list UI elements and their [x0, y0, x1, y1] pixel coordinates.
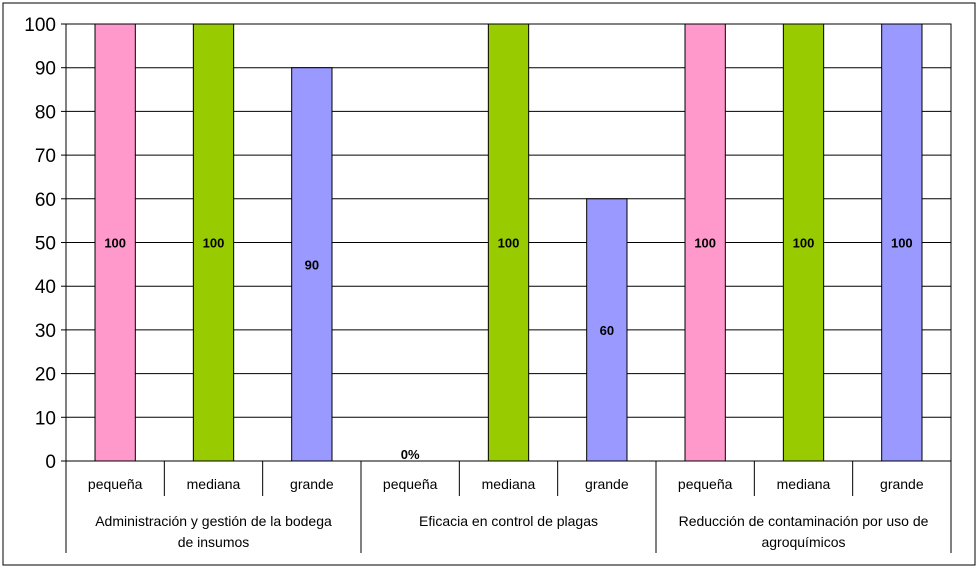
bar — [684, 23, 726, 462]
data-label: 90 — [305, 257, 319, 272]
x-group-label: de insumos — [178, 534, 250, 550]
data-label: 0% — [401, 447, 420, 462]
x-category-label: mediana — [482, 476, 536, 492]
data-label: 100 — [793, 236, 815, 251]
bar — [881, 23, 923, 462]
x-group-label: Reducción de contaminación por uso de — [679, 513, 929, 529]
y-tick-label: 80 — [35, 102, 56, 123]
data-label: 100 — [891, 236, 913, 251]
data-label: 60 — [600, 323, 614, 338]
x-group-label: Eficacia en control de plagas — [419, 513, 598, 529]
x-group-label: Administración y gestión de la bodega — [95, 513, 332, 529]
x-category-label: grande — [585, 476, 629, 492]
y-tick-label: 10 — [35, 408, 56, 429]
x-category-label: grande — [880, 476, 924, 492]
data-label: 100 — [498, 236, 520, 251]
y-tick-label: 100 — [24, 15, 56, 36]
bar — [192, 23, 235, 462]
y-tick-label: 60 — [35, 190, 56, 211]
bar — [586, 198, 628, 462]
y-tick-label: 90 — [35, 59, 56, 80]
y-tick-label: 20 — [35, 365, 56, 386]
data-label: 100 — [104, 236, 126, 251]
bar — [291, 67, 333, 462]
y-tick-label: 70 — [35, 146, 56, 167]
x-category-label: pequeña — [88, 476, 143, 492]
y-tick-label: 50 — [35, 234, 56, 255]
x-group-label: agroquímicos — [761, 534, 845, 550]
bar — [94, 23, 136, 462]
x-category-label: grande — [290, 476, 334, 492]
labels: 100 pequeña 100 mediana 90 grande Administraci… — [88, 236, 929, 551]
bars — [94, 23, 923, 462]
x-category-label: mediana — [187, 476, 241, 492]
x-category-label: mediana — [777, 476, 831, 492]
bar — [487, 23, 530, 462]
data-label: 100 — [694, 236, 716, 251]
x-category-label: pequeña — [678, 476, 733, 492]
axes: 0 10 20 30 40 50 60 70 80 90 100 — [24, 15, 952, 553]
data-label: 100 — [203, 236, 225, 251]
y-tick-label: 30 — [35, 321, 56, 342]
y-tick-label: 0 — [45, 452, 56, 473]
y-tick-label: 40 — [35, 277, 56, 298]
x-category-label: pequeña — [383, 476, 438, 492]
